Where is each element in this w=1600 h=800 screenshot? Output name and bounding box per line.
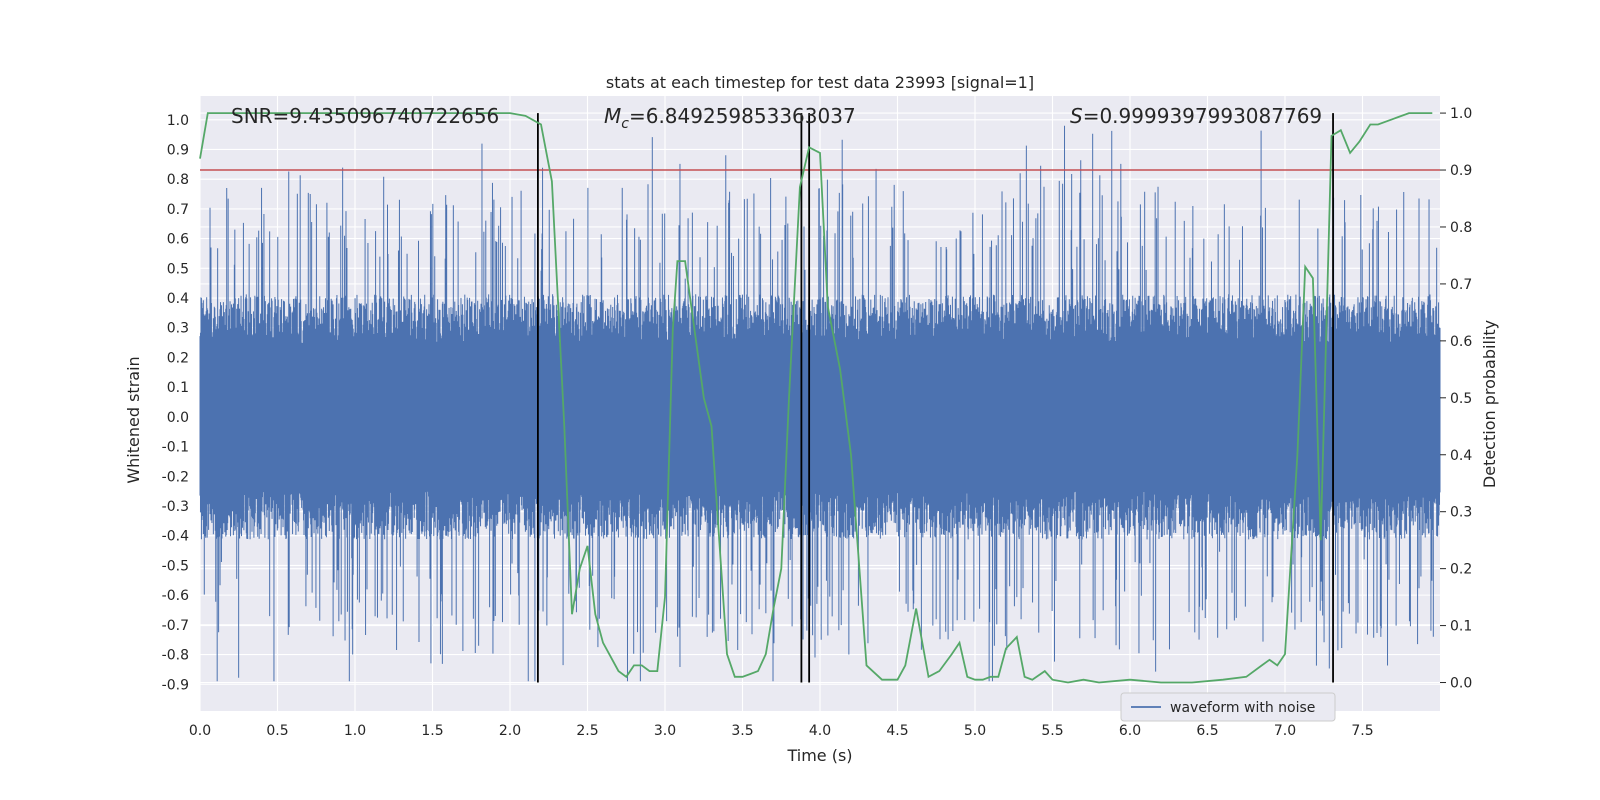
y-tick-label: 0.5 [167, 261, 189, 277]
vertical-markers [537, 113, 1334, 683]
y-tick-label: 0.3 [167, 321, 189, 337]
x-tick-label: 3.0 [654, 723, 676, 739]
x-tick-label: 4.5 [886, 723, 908, 739]
y-tick-label: 0.1 [167, 380, 189, 396]
probability-line [199, 112, 1433, 684]
y-tick-label: -0.2 [162, 469, 189, 485]
x-axis-ticks: 0.0 0.5 1.0 1.5 2.0 2.5 3.0 3.5 4.0 4.5 5.0 5.5 6.0 6… [189, 723, 1374, 739]
y-tick-label: -0.1 [162, 440, 189, 456]
x-tick-label: 7.0 [1274, 723, 1296, 739]
chirp-mass-symbol: M [604, 104, 621, 128]
y-tick-label: 0.2 [167, 350, 189, 366]
y-tick-label: 0.6 [167, 232, 189, 248]
chirp-mass-subscript: c [621, 116, 629, 132]
x-tick-label: 7.5 [1351, 723, 1373, 739]
y-right-tick-label: 0.5 [1450, 391, 1472, 407]
y-right-tick-label: 0.8 [1450, 220, 1472, 236]
x-tick-label: 5.5 [1041, 723, 1063, 739]
waveform-series [199, 125, 1441, 682]
x-tick-label: 0.5 [266, 723, 288, 739]
chart-title: stats at each timestep for test data 239… [606, 73, 1034, 92]
y-tick-label: -0.5 [162, 558, 189, 574]
x-axis-label: Time (s) [786, 746, 852, 765]
legend-label: waveform with noise [1170, 700, 1315, 716]
y-right-tick-label: 0.6 [1450, 334, 1472, 350]
y-tick-label: -0.7 [162, 618, 189, 634]
legend: waveform with noise [1120, 692, 1336, 722]
y-axis-ticks: -0.9 -0.8 -0.7 -0.6 -0.5 -0.4 -0.3 -0.2 -0.1 0.0 0… [162, 113, 189, 693]
chirp-mass-value: =6.849259853363037 [629, 104, 856, 128]
y-tick-label: 0.8 [167, 172, 189, 188]
waveform-path [199, 125, 1441, 682]
x-tick-label: 6.5 [1196, 723, 1218, 739]
y-axis-label: Whitened strain [124, 356, 143, 483]
y-tick-label: -0.6 [162, 588, 189, 604]
y-right-tick-label: 0.4 [1450, 448, 1472, 464]
y-right-tick-label: 0.3 [1450, 505, 1472, 521]
x-tick-label: 4.0 [809, 723, 831, 739]
y-right-axis-ticks: 0.0 0.1 0.2 0.3 0.4 0.5 0.6 0.7 0.8 0.9 1.0 [1440, 106, 1472, 692]
y-tick-label: -0.9 [162, 677, 189, 693]
y-tick-label: -0.3 [162, 499, 189, 515]
y-right-axis-label: Detection probability [1480, 320, 1499, 488]
snr-annotation: SNR=9.435096740722656 [231, 104, 499, 128]
x-tick-label: 1.0 [344, 723, 366, 739]
y-tick-label: 0.0 [167, 410, 189, 426]
y-right-tick-label: 1.0 [1450, 106, 1472, 122]
legend-box [1120, 692, 1336, 722]
y-right-tick-label: 0.0 [1450, 676, 1472, 692]
y-tick-label: -0.8 [162, 648, 189, 664]
y-tick-label: 0.9 [167, 142, 189, 158]
y-tick-label: 0.7 [167, 202, 189, 218]
y-tick-label: 1.0 [167, 113, 189, 129]
x-tick-label: 0.0 [189, 723, 211, 739]
y-right-tick-label: 0.7 [1450, 277, 1472, 293]
x-tick-label: 2.5 [576, 723, 598, 739]
detection-stat-symbol: S [1070, 104, 1083, 128]
y-right-tick-label: 0.1 [1450, 619, 1472, 635]
x-tick-label: 2.0 [499, 723, 521, 739]
x-tick-label: 6.0 [1119, 723, 1141, 739]
probability-series [199, 112, 1433, 684]
y-tick-label: -0.4 [162, 529, 189, 545]
x-tick-label: 5.0 [964, 723, 986, 739]
y-tick-label: 0.4 [167, 291, 189, 307]
x-tick-label: 1.5 [421, 723, 443, 739]
y-right-tick-label: 0.9 [1450, 163, 1472, 179]
x-tick-label: 3.5 [731, 723, 753, 739]
detection-stat-value: =0.9999397993087769 [1083, 104, 1322, 128]
y-right-tick-label: 0.2 [1450, 562, 1472, 578]
detection-stat-annotation: S=0.9999397993087769 [1070, 104, 1322, 128]
chirp-mass-annotation: Mc=6.849259853363037 [604, 104, 856, 132]
